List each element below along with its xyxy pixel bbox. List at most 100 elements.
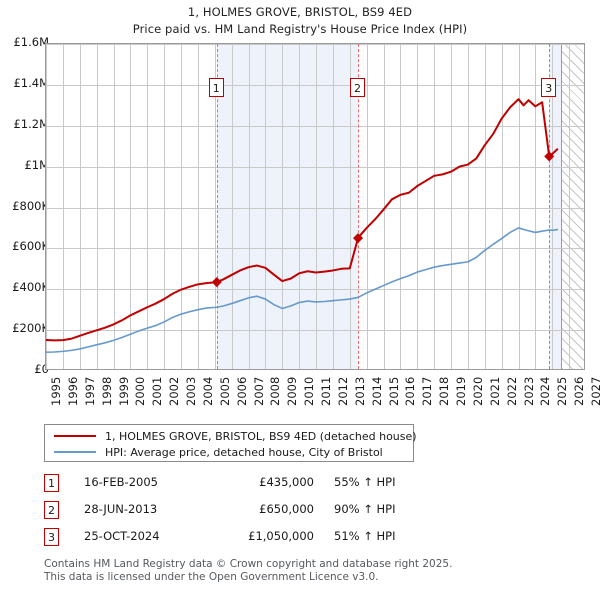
- title-line-2: Price paid vs. HM Land Registry's House …: [132, 22, 468, 36]
- y-tick-0: £0: [34, 362, 49, 376]
- x-tick-2014: 2014: [369, 376, 384, 406]
- tx-hpi-delta: 55% ↑ HPI: [334, 475, 396, 489]
- gridline-x-2011: [316, 44, 317, 369]
- x-tick-2022: 2022: [504, 376, 519, 406]
- tx-index-badge-1[interactable]: 1: [44, 474, 59, 492]
- x-tick-2013: 2013: [352, 376, 367, 406]
- gridline-x-1998: [97, 44, 98, 369]
- x-tick-2008: 2008: [268, 376, 283, 406]
- legend-swatch-2: [54, 451, 96, 453]
- x-tick-2025: 2025: [555, 376, 570, 406]
- y-tick-4: £800K: [12, 198, 49, 213]
- x-tick-2006: 2006: [234, 376, 249, 406]
- table-row[interactable]: 1 16-FEB-2005 £435,000 55% ↑ HPI: [44, 472, 464, 499]
- transactions-table: 1 16-FEB-2005 £435,000 55% ↑ HPI 2 28-JUN-201…: [44, 472, 464, 553]
- legend-label-1: 1, HOLMES GROVE, BRISTOL, BS9 4ED (detac…: [105, 429, 417, 443]
- x-tick-2023: 2023: [521, 376, 536, 406]
- gridline-y-4: [46, 208, 584, 209]
- tx-price: £650,000: [259, 502, 314, 516]
- gridline-x-1999: [114, 44, 115, 369]
- title-line-1: 1, HOLMES GROVE, BRISTOL, BS9 4ED: [187, 5, 413, 19]
- sale-point-2[interactable]: [353, 233, 364, 244]
- tx-date: 25-OCT-2024: [84, 529, 160, 543]
- gridline-x-2021: [485, 44, 486, 369]
- x-tick-2011: 2011: [319, 376, 333, 406]
- gridline-x-1995: [46, 44, 47, 369]
- x-tick-2024: 2024: [538, 376, 553, 406]
- tx-index-badge-2[interactable]: 2: [44, 501, 59, 519]
- x-tick-2010: 2010: [302, 376, 317, 406]
- x-tick-1996: 1996: [65, 376, 80, 406]
- y-tick-8: £1.6M: [13, 35, 49, 49]
- plot-area: [45, 43, 585, 370]
- gridline-y-2: [46, 289, 584, 290]
- x-tick-2001: 2001: [150, 376, 165, 406]
- legend-item-1: 1, HOLMES GROVE, BRISTOL, BS9 4ED (detac…: [45, 428, 417, 444]
- gridline-y-3: [46, 248, 584, 249]
- footer-attribution: Contains HM Land Registry data © Crown c…: [44, 558, 584, 584]
- y-tick-5: £1M: [24, 157, 49, 172]
- table-row[interactable]: 2 28-JUN-2013 £650,000 90% ↑ HPI: [44, 499, 464, 526]
- tx-date: 28-JUN-2013: [84, 502, 158, 516]
- y-tick-3: £600K: [12, 239, 49, 254]
- series-line-price-paid: [46, 98, 559, 342]
- tx-date: 16-FEB-2005: [84, 475, 158, 489]
- x-tick-1995: 1995: [49, 376, 63, 406]
- x-tick-2015: 2015: [386, 376, 401, 406]
- gridline-y-1: [46, 330, 584, 331]
- table-row[interactable]: 3 25-OCT-2024 £1,050,000 51% ↑ HPI: [44, 526, 464, 553]
- x-tick-2017: 2017: [420, 376, 435, 406]
- x-tick-2020: 2020: [470, 376, 485, 406]
- marker-line-1: [216, 44, 219, 369]
- gridline-x-2002: [164, 44, 165, 369]
- gridline-y-8: [46, 44, 584, 45]
- x-tick-2021: 2021: [487, 376, 502, 406]
- marker-badge-1[interactable]: 1: [208, 78, 224, 97]
- y-tick-7: £1.4M: [13, 75, 49, 90]
- gridline-x-2023: [519, 44, 520, 369]
- gridline-y-7: [46, 85, 584, 86]
- y-tick-1: £200K: [12, 321, 49, 336]
- x-tick-2007: 2007: [251, 376, 266, 406]
- gridline-x-2001: [147, 44, 148, 369]
- gridline-x-2012: [333, 44, 334, 369]
- ownership-band-2: [549, 44, 561, 369]
- gridline-x-2004: [198, 44, 199, 369]
- gridline-x-2026: [569, 44, 570, 369]
- sale-point-3[interactable]: [544, 151, 555, 162]
- x-tick-2016: 2016: [403, 376, 418, 406]
- gridline-x-2000: [130, 44, 131, 369]
- chart-legend: 1, HOLMES GROVE, BRISTOL, BS9 4ED (detac…: [44, 424, 417, 462]
- x-tick-1997: 1997: [82, 376, 97, 406]
- tx-hpi-delta: 51% ↑ HPI: [334, 529, 396, 543]
- legend-label-2: HPI: Average price, detached house, City…: [105, 445, 383, 459]
- x-tick-2018: 2018: [437, 376, 452, 406]
- x-tick-2005: 2005: [217, 376, 232, 406]
- legend-item-2: HPI: Average price, detached house, City…: [45, 444, 413, 460]
- tx-price: £435,000: [259, 475, 314, 489]
- marker-badge-2[interactable]: 2: [350, 78, 366, 97]
- gridline-x-2024: [535, 44, 536, 369]
- gridline-y-5: [46, 167, 584, 168]
- marker-badge-3[interactable]: 3: [541, 78, 557, 97]
- x-tick-1999: 1999: [116, 376, 131, 406]
- x-tick-1998: 1998: [99, 376, 114, 406]
- x-tick-2009: 2009: [285, 376, 300, 406]
- gridline-x-2003: [181, 44, 182, 369]
- hatch-region: [560, 44, 584, 369]
- gridline-x-2019: [451, 44, 452, 369]
- x-tick-2003: 2003: [184, 376, 198, 406]
- ownership-band-1: [216, 44, 358, 369]
- tx-index-badge-3[interactable]: 3: [44, 528, 59, 546]
- gridline-y-6: [46, 126, 584, 127]
- x-tick-2019: 2019: [454, 376, 468, 406]
- x-tick-2000: 2000: [133, 376, 148, 406]
- sale-point-1[interactable]: [211, 277, 222, 288]
- y-tick-2: £400K: [12, 280, 49, 295]
- gridline-x-1996: [63, 44, 64, 369]
- gridline-x-1997: [80, 44, 81, 369]
- gridline-x-2020: [468, 44, 469, 369]
- x-tick-2004: 2004: [200, 376, 215, 406]
- gridline-x-2005: [215, 44, 216, 369]
